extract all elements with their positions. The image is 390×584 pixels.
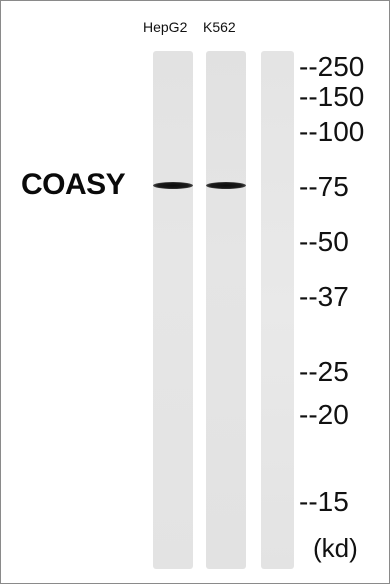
marker-75: --75: [299, 171, 349, 202]
marker-20: --20: [299, 399, 349, 430]
lane-marker-ladder: [261, 51, 294, 569]
marker-37: --37: [299, 281, 349, 312]
protein-label: COASY: [21, 168, 126, 201]
lane-label-k562: K562: [203, 19, 236, 35]
marker-15: --15: [299, 486, 349, 517]
marker-25: --25: [299, 356, 349, 387]
marker-150: --150: [299, 81, 365, 112]
lane-hepg2: [153, 51, 193, 569]
lane-k562: [206, 51, 246, 569]
lane-label-hepg2: HepG2: [143, 19, 188, 35]
protein-band: [206, 182, 246, 189]
marker-250: --250: [299, 51, 365, 82]
protein-band: [153, 182, 193, 189]
marker-100: --100: [299, 116, 365, 147]
marker-50: --50: [299, 226, 349, 257]
unit-label: (kd): [313, 533, 358, 563]
